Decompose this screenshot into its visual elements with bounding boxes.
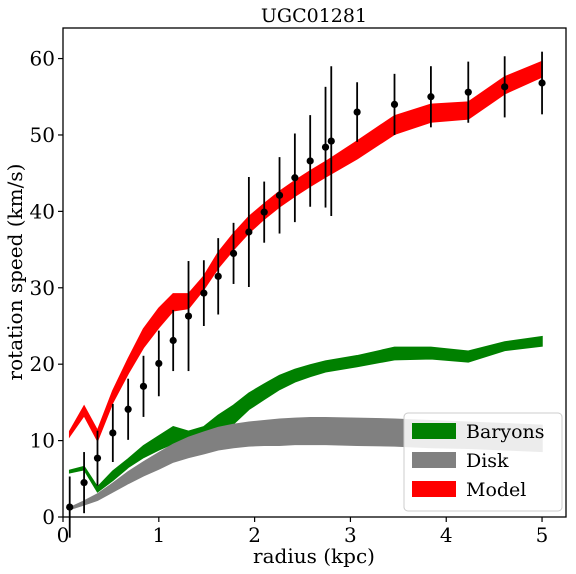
data-point bbox=[353, 108, 361, 116]
chart-title: UGC01281 bbox=[261, 5, 367, 27]
y-tick-label: 30 bbox=[30, 276, 55, 300]
legend-swatch-disk bbox=[412, 452, 456, 468]
data-point bbox=[155, 359, 163, 368]
y-tick-label: 50 bbox=[30, 123, 55, 147]
data-point bbox=[229, 249, 238, 257]
data-point bbox=[245, 228, 253, 236]
data-point bbox=[390, 100, 399, 109]
x-axis-label: radius (kpc) bbox=[253, 544, 375, 568]
data-point bbox=[169, 336, 177, 345]
data-point bbox=[214, 272, 222, 280]
data-point bbox=[139, 382, 148, 390]
x-tick-label: 1 bbox=[152, 523, 165, 547]
data-point bbox=[538, 79, 546, 87]
data-point bbox=[109, 429, 117, 437]
legend: Baryons Disk Model bbox=[403, 412, 563, 512]
data-point bbox=[260, 208, 268, 216]
y-tick-label: 20 bbox=[30, 352, 55, 376]
y-tick-label: 0 bbox=[42, 505, 55, 529]
plot-frame bbox=[62, 27, 567, 518]
data-point bbox=[184, 312, 193, 320]
legend-swatch-baryons bbox=[412, 423, 456, 439]
data-point bbox=[427, 93, 435, 101]
y-tick-label: 10 bbox=[30, 429, 55, 453]
x-tick-label: 2 bbox=[248, 523, 261, 547]
data-point bbox=[306, 157, 314, 165]
x-tick-label: 5 bbox=[536, 523, 549, 547]
data-point bbox=[327, 137, 335, 145]
legend-label-model: Model bbox=[466, 479, 526, 501]
x-tick-label: 3 bbox=[344, 523, 357, 547]
x-tick-label: 0 bbox=[57, 523, 70, 547]
data-point bbox=[464, 88, 472, 96]
legend-label-baryons: Baryons bbox=[466, 421, 545, 443]
data-point bbox=[80, 479, 88, 487]
data-point bbox=[200, 289, 208, 297]
legend-label-disk: Disk bbox=[466, 450, 509, 472]
y-tick-label: 60 bbox=[30, 47, 55, 71]
data-point bbox=[124, 405, 132, 413]
data-points-layer bbox=[66, 51, 546, 538]
data-point bbox=[321, 143, 330, 151]
data-point bbox=[93, 454, 102, 462]
x-tick-label: 4 bbox=[440, 523, 453, 547]
data-point bbox=[275, 191, 284, 199]
legend-swatch-model bbox=[412, 481, 456, 497]
data-point bbox=[66, 503, 74, 511]
y-axis-label: rotation speed (km/s) bbox=[3, 164, 27, 381]
data-point bbox=[291, 174, 299, 182]
y-tick-label: 40 bbox=[30, 199, 55, 223]
data-point bbox=[501, 83, 509, 91]
